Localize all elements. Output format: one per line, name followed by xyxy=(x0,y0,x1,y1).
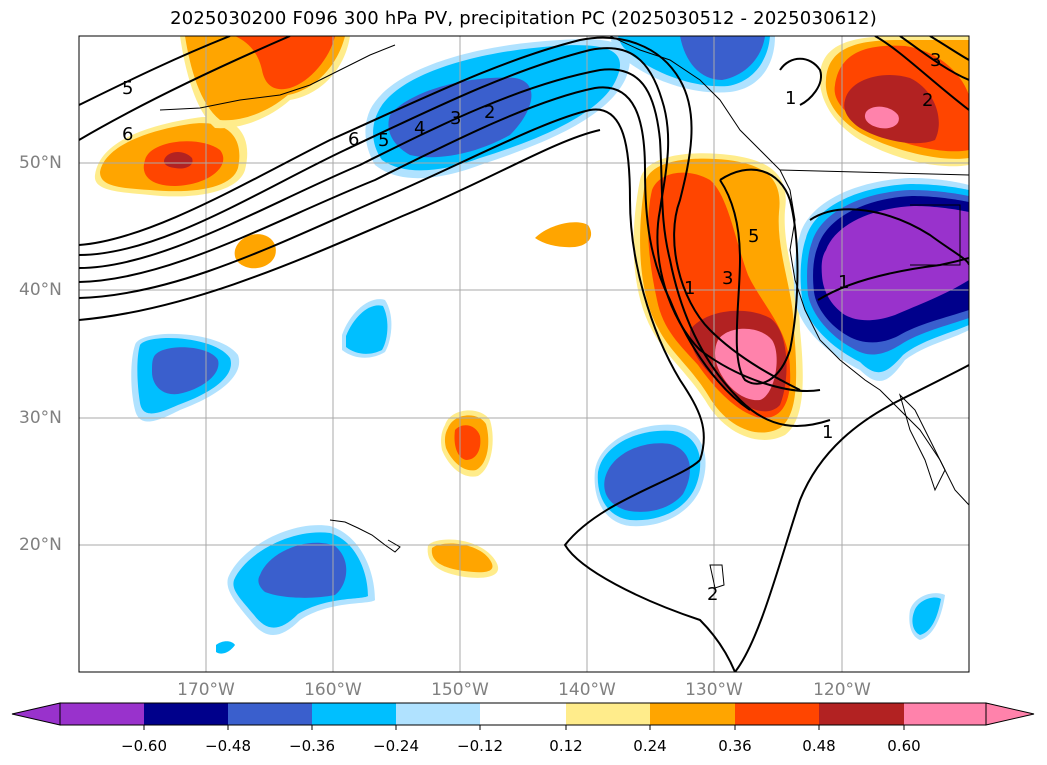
precipitation-positive-anomaly-subtropical xyxy=(427,222,592,578)
pv-label: 5 xyxy=(378,130,389,151)
colorbar xyxy=(11,702,1035,730)
pv-label: 2 xyxy=(922,90,933,111)
coastlines xyxy=(159,36,969,589)
pv-label: 2 xyxy=(707,584,718,605)
colorbar-segment xyxy=(60,703,144,725)
colorbar-tick-label: −0.12 xyxy=(457,737,503,755)
pv-label: 1 xyxy=(822,422,833,443)
colorbar-tick-label: 0.60 xyxy=(887,737,921,755)
pv-label: 3 xyxy=(722,268,733,289)
colorbar-segment xyxy=(650,703,735,725)
pv-contours xyxy=(79,36,969,672)
pv-label: 3 xyxy=(930,50,941,71)
lon-label-130w: 130°W xyxy=(685,680,743,700)
pv-label: 6 xyxy=(348,129,359,150)
pv-label: 2 xyxy=(484,102,495,123)
lon-label-140w: 140°W xyxy=(558,680,616,700)
pv-label: 1 xyxy=(785,88,796,109)
colorbar-segment xyxy=(480,703,566,725)
colorbar-tick-label: 0.48 xyxy=(802,737,836,755)
pv-label: 1 xyxy=(684,278,695,299)
colorbar-tick-label: −0.36 xyxy=(289,737,335,755)
colorbar-segment xyxy=(396,703,480,725)
lon-label-160w: 160°W xyxy=(304,680,362,700)
pv-label: 6 xyxy=(122,124,133,145)
lon-label-120w: 120°W xyxy=(813,680,871,700)
precipitation-negative-anomaly-subtropical xyxy=(131,299,392,422)
map-frame xyxy=(78,35,970,673)
colorbar-tick-label: −0.24 xyxy=(373,737,419,755)
colorbar-tick-label: 0.36 xyxy=(718,737,752,755)
colorbar-segment xyxy=(228,703,312,725)
colorbar-tick-label: 0.12 xyxy=(549,737,583,755)
lat-label-50n: 50°N xyxy=(19,153,62,173)
pv-label: 4 xyxy=(414,118,425,139)
colorbar-segment xyxy=(312,703,396,725)
precipitation-negative-anomaly-south xyxy=(216,424,945,654)
lat-label-20n: 20°N xyxy=(19,535,62,555)
colorbar-extend-low xyxy=(11,702,61,726)
colorbar-segment xyxy=(904,703,986,725)
pv-label: 1 xyxy=(838,272,849,293)
colorbar-segment xyxy=(566,703,650,725)
precipitation-negative-anomaly-west-us xyxy=(793,178,969,381)
map-title: 2025030200 F096 300 hPa PV, precipitatio… xyxy=(170,8,877,29)
colorbar-tick-label: 0.24 xyxy=(633,737,667,755)
colorbar-segment xyxy=(819,703,904,725)
precipitation-positive-anomaly-west-pacific xyxy=(94,116,248,197)
colorbar-extend-high xyxy=(985,702,1035,726)
lon-label-150w: 150°W xyxy=(431,680,489,700)
pv-label: 3 xyxy=(450,108,461,129)
pv-label: 5 xyxy=(748,226,759,247)
precipitation-positive-anomaly-small xyxy=(234,234,276,269)
colorbar-tick-label: −0.48 xyxy=(205,737,251,755)
pv-label: 5 xyxy=(122,78,133,99)
colorbar-segment xyxy=(144,703,228,725)
precipitation-positive-anomaly-north xyxy=(180,36,350,129)
lon-label-170w: 170°W xyxy=(177,680,235,700)
precipitation-positive-anomaly-northeast xyxy=(819,36,969,167)
lat-label-30n: 30°N xyxy=(19,408,62,428)
colorbar-tick-label: −0.60 xyxy=(121,737,167,755)
pv-contour-labels: 5 6 6 5 4 3 2 1 2 5 3 1 1 1 2 3 xyxy=(122,50,941,605)
lat-label-40n: 40°N xyxy=(19,280,62,300)
colorbar-segment xyxy=(735,703,819,725)
